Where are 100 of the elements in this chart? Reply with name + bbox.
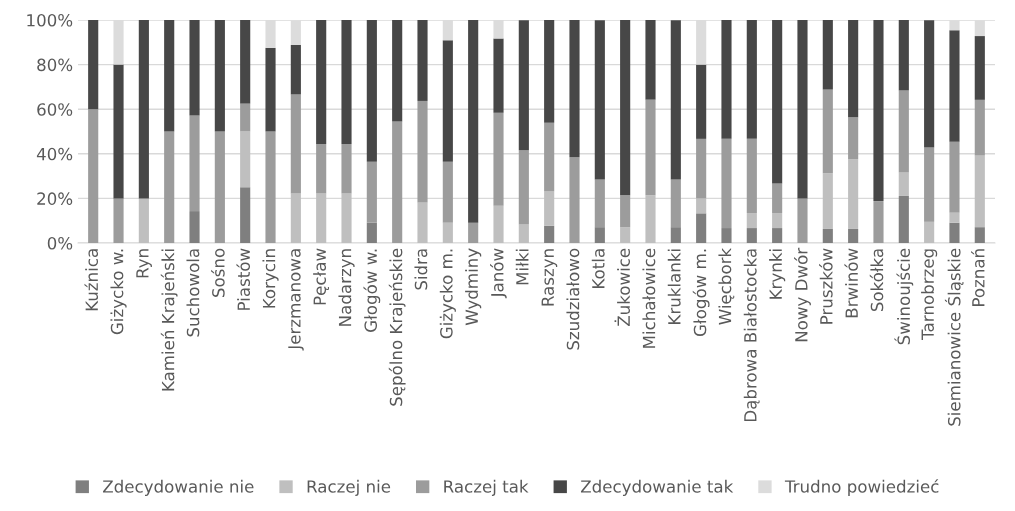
x-tick-label: Giżycko w.: [110, 249, 127, 335]
bar: [544, 122, 555, 192]
bar: [341, 20, 352, 144]
bar: [822, 89, 833, 174]
bar: [518, 224, 529, 243]
bar: [645, 99, 656, 196]
x-tick-label: Kotla: [591, 249, 605, 288]
x-tick-label: Janów: [490, 248, 507, 299]
bar: [696, 198, 707, 214]
x-tick-label: Siemianowice Śląskie: [944, 248, 964, 426]
x-tick-label: Ryn: [136, 249, 152, 278]
bar: [873, 20, 884, 202]
bar: [822, 228, 833, 243]
bar: [974, 155, 985, 228]
bar: [417, 100, 428, 203]
bar: [189, 115, 200, 212]
bar: [746, 228, 757, 243]
bar: [544, 20, 555, 123]
bar: [746, 138, 757, 214]
bar: [696, 213, 707, 243]
bar: [366, 20, 377, 162]
y-tick-label: 20%: [37, 192, 73, 205]
x-tick-label: Michałowice: [642, 248, 656, 348]
bar: [721, 228, 732, 243]
bar: [214, 131, 225, 243]
bar: [265, 131, 276, 243]
y-tick-label: 0%: [47, 236, 73, 250]
x-tick-label: Tarnobrzeg: [921, 249, 938, 340]
bar: [645, 20, 656, 100]
x-tick-label: Sośno: [211, 248, 225, 297]
bar: [594, 179, 605, 228]
bar: [544, 191, 555, 226]
y-tick-label: 60%: [37, 103, 73, 116]
bar: [417, 20, 428, 101]
bar: [898, 172, 909, 196]
y-tick-label: 80%: [37, 58, 73, 72]
bar: [822, 20, 833, 90]
bar: [88, 109, 99, 243]
x-tick-label: Pęcław: [313, 248, 329, 305]
x-tick-label: Więcbork: [718, 247, 735, 325]
bar: [392, 20, 403, 122]
y-tick-label: 100%: [27, 13, 73, 27]
bar: [924, 20, 935, 148]
x-tick-label: Świnoujście: [894, 248, 914, 345]
bar: [341, 193, 352, 243]
bar: [189, 211, 200, 243]
bar: [721, 20, 732, 139]
x-tick-label: Poznań: [971, 249, 985, 306]
bar: [772, 228, 783, 243]
bar: [746, 20, 757, 139]
bar: [164, 20, 175, 132]
bar: [924, 147, 935, 222]
x-tick-label: Kuźnica: [84, 249, 99, 311]
bar: [240, 187, 251, 243]
x-tick-label: Sidra: [414, 249, 428, 290]
bar: [290, 44, 301, 95]
bar: [113, 198, 124, 243]
bar: [924, 221, 935, 243]
bar: [974, 99, 985, 156]
bar: [670, 227, 681, 243]
x-tick-label: Giżycko m.: [439, 249, 456, 339]
bar: [949, 141, 960, 213]
bar: [949, 222, 960, 243]
bar: [594, 20, 605, 180]
bar: [797, 20, 808, 199]
bar: [797, 198, 808, 243]
bar: [898, 20, 909, 91]
bar: [670, 20, 681, 180]
bar: [392, 121, 403, 243]
bar: [518, 150, 529, 225]
bar: [898, 90, 909, 173]
bar: [544, 225, 555, 243]
x-tick-label: Sępólno Krajeńskie: [388, 248, 406, 406]
bar: [848, 117, 859, 160]
bar: [620, 20, 631, 196]
x-tick-label: Kruklanki: [667, 249, 681, 324]
legend-label: Raczej tak: [444, 479, 529, 496]
bar: [848, 20, 859, 118]
x-tick-label: Głogów m.: [692, 249, 710, 337]
bar: [240, 20, 251, 104]
bar: [974, 227, 985, 243]
x-tick-label: Głogów w.: [363, 249, 381, 332]
bar: [569, 20, 580, 158]
bar: [518, 20, 529, 151]
bar: [290, 94, 301, 194]
x-tick-label: Żukowice: [614, 248, 630, 327]
bar: [189, 20, 200, 116]
bar: [974, 36, 985, 100]
bar: [721, 138, 732, 229]
bar: [493, 205, 504, 243]
x-tick-label: Suchowola: [186, 249, 200, 337]
bar: [772, 20, 783, 184]
bar: [138, 20, 149, 199]
bar: [493, 112, 504, 206]
x-tick-label: Wydminy: [465, 248, 482, 326]
x-tick-label: Krynki: [769, 249, 786, 299]
bar: [265, 47, 276, 132]
bar: [696, 138, 707, 199]
bar: [848, 159, 859, 229]
bar: [746, 213, 757, 229]
